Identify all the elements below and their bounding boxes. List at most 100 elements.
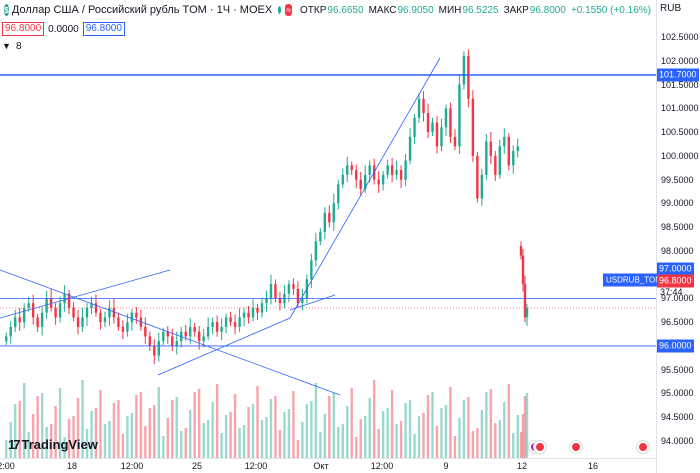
candle-body [431,122,434,133]
candle-body [157,341,160,356]
candle-body [519,246,523,256]
volume-bar [435,426,439,458]
close-value: 96.8000 [529,4,566,16]
candle-body [229,317,232,323]
candle-body [130,312,134,323]
us-event-icon-3[interactable] [637,441,649,453]
x-label: 12 [516,461,528,471]
volume-bar [525,393,529,458]
y-tick-label: 101.0000 [661,103,699,114]
volume-bar [157,387,160,458]
candle-body [328,212,331,223]
volume-bar [18,401,21,458]
candle-body [9,326,12,337]
candle-body [81,317,84,327]
candle-body [162,331,165,342]
volume-bar [260,420,264,458]
volume-bar [458,418,461,458]
volume-bar [377,429,380,458]
candle-body [296,288,300,304]
us-event-icon-2[interactable] [570,441,582,453]
price-axis[interactable] [656,0,700,473]
time-axis[interactable]: 2:00 18 12:00 25 12:00 Окт 12:00 9 12 16 [0,458,656,473]
current-price-tag: 96.8000 [657,274,694,288]
indicators-toggle[interactable]: ▼ 8 [2,39,22,53]
currency-selector[interactable]: RUB [660,3,682,14]
candle-body [36,317,39,327]
buy-button[interactable]: 96.8000 [82,22,125,36]
y-tick-label: 101.5000 [661,79,699,90]
candle-body [467,56,470,99]
volume-bar [372,380,376,458]
volume-bar [135,395,138,458]
y-tick-label: 102.0000 [661,55,699,66]
x-label: 12:00 [370,461,394,471]
candle-body [121,326,125,332]
x-label: 2:00 [0,461,15,471]
candle-body [197,331,201,342]
candle-body [126,322,129,332]
close-label: ЗАКР [503,4,529,16]
candle-body [27,303,30,308]
volume-bar [417,416,421,458]
candle-body [381,174,385,185]
volume-bar [224,415,228,458]
candle-body [523,284,527,318]
line-tag-low: 96.0000 [657,339,694,353]
volume-bar [368,398,371,458]
open-label: ОТКР [300,4,327,16]
volume-bar [220,433,223,458]
candle-body [503,136,506,147]
volume-bar [265,417,268,458]
chevron-down-icon[interactable]: ▼ [2,41,11,51]
indicators-count: 8 [16,40,22,52]
volume-bar [301,422,304,458]
sell-button[interactable]: 96.8000 [2,22,45,36]
candle-body [449,108,452,137]
tradingview-logo[interactable]: 17 TradingView [8,434,98,454]
candle-body [471,98,475,156]
volume-bar [36,396,39,458]
volume-bar [45,427,48,458]
price-chart[interactable] [0,0,656,458]
candle-body [278,298,282,304]
volume-bar [341,424,344,458]
candle-body [135,312,138,318]
y-tick-label: 99.0000 [661,198,694,209]
symbol-title[interactable]: Доллар США / Российский рубль TOM · 1Ч ·… [11,4,273,16]
us-event-icon[interactable] [534,441,546,453]
volume-bar [242,425,246,458]
candle-body [462,56,466,85]
candle-body [355,170,358,180]
candle-body [404,160,407,180]
candle-body [238,317,241,327]
volume-bar [76,398,80,458]
volume-bar [310,401,313,458]
high-value: 96.9050 [397,4,434,16]
volume-bar [523,396,527,458]
volume-bar [386,408,389,458]
candle-body [521,255,525,285]
volume-bar [251,404,255,458]
market-status-icon[interactable] [278,6,282,14]
candle-body [386,165,389,175]
candle-body [22,307,26,323]
y-tick-label: 94.5000 [661,412,694,423]
candle-body [512,151,515,166]
wave-icon[interactable]: ≈ [285,4,293,16]
volume-bar [189,410,192,458]
volume-bar [139,392,143,458]
candle-body [413,117,416,137]
candle-body [5,336,8,342]
volume-bar [332,393,335,458]
volume-bar [512,433,515,458]
volume-bar [480,410,484,458]
low-label: МИН [438,4,462,16]
candle-body [435,122,439,147]
candle-body [395,170,398,175]
volume-bar [444,405,448,458]
candle-body [171,336,174,346]
candle-body [417,98,421,118]
candle-body [274,284,277,299]
candle-body [256,307,259,313]
